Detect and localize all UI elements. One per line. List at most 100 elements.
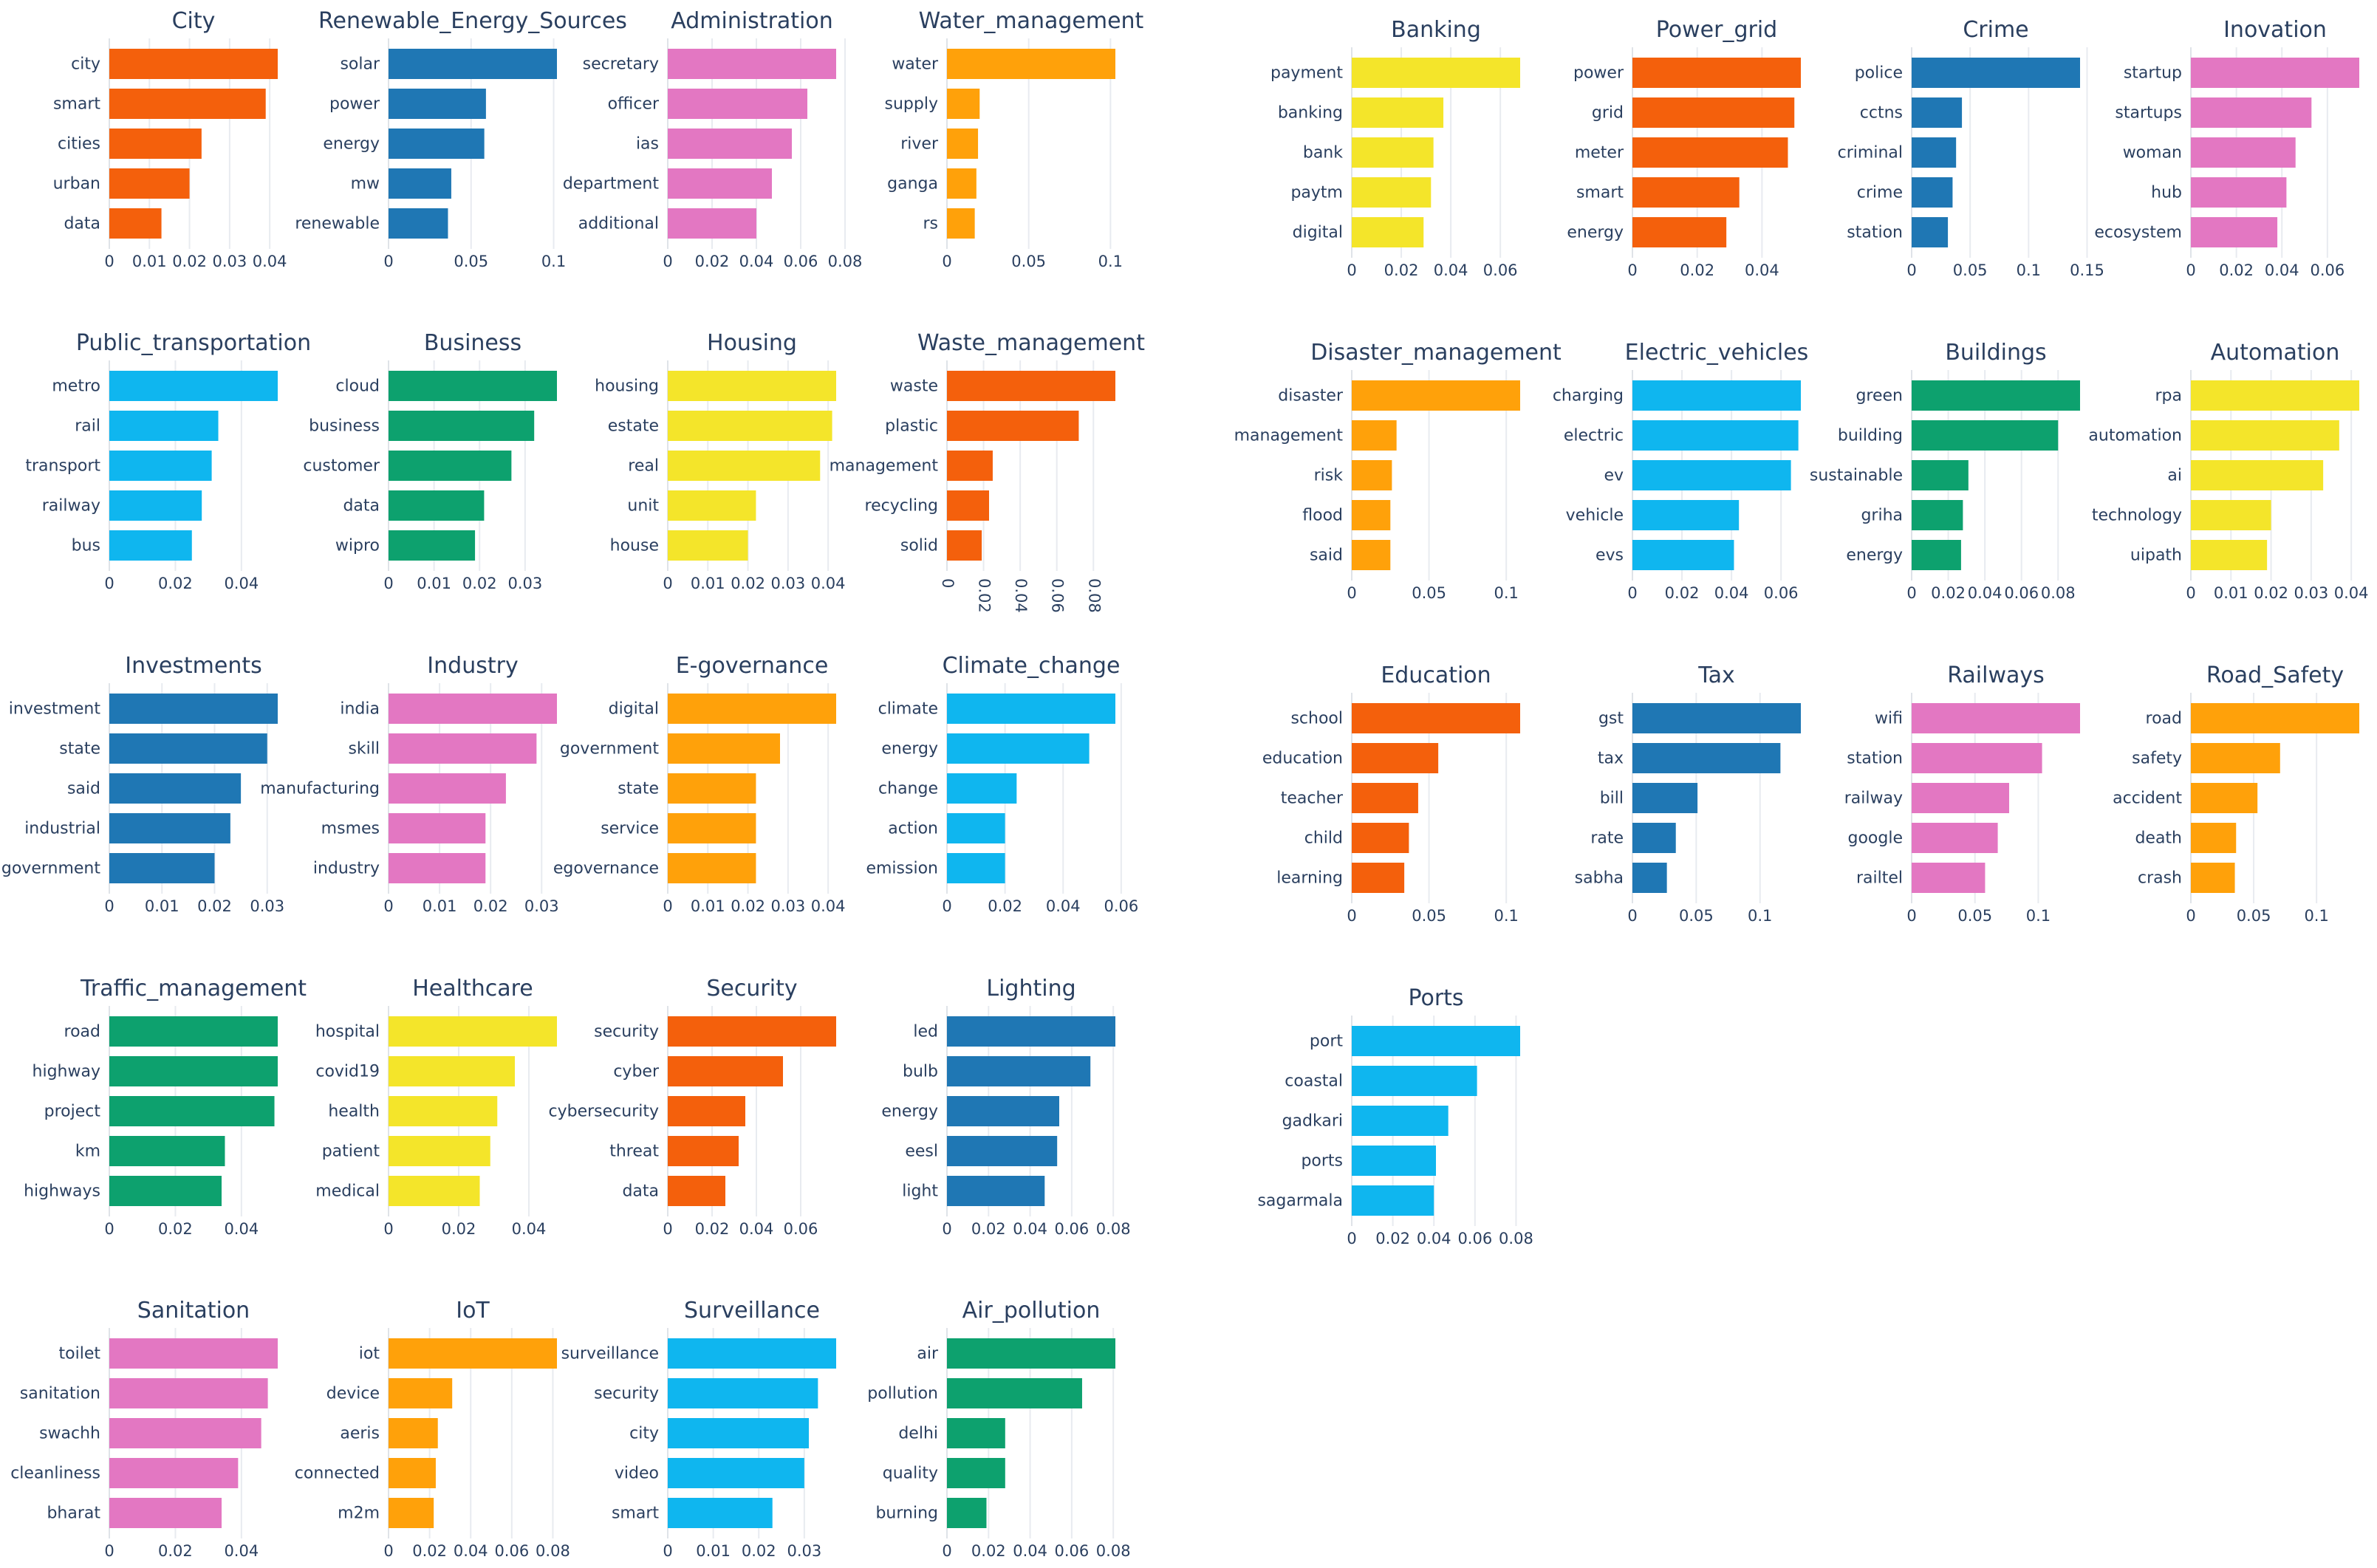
bar-aeris [389, 1418, 438, 1448]
x-tick-label: 0 [383, 253, 393, 270]
category-label: bank [1303, 144, 1343, 162]
category-label: said [1310, 547, 1343, 565]
x-tick-label: 0.08 [828, 253, 863, 270]
category-label: health [328, 1103, 380, 1121]
x-tick-label: 0.1 [2026, 907, 2051, 925]
category-label: evs [1596, 547, 1624, 565]
category-label: climate [878, 700, 938, 719]
panel-housing: Housing housing estate real unit house 0 0.01 0.… [595, 330, 845, 592]
panel-title: IoT [456, 1298, 490, 1324]
x-tick-label: 0.06 [494, 1542, 529, 1560]
bar-security [668, 1378, 818, 1408]
bar-mw [389, 168, 451, 199]
category-label: school [1290, 710, 1343, 728]
category-label: wifi [1875, 710, 1903, 728]
panel-title: Power_grid [1656, 17, 1777, 43]
category-label: ias [636, 135, 659, 154]
bar-sustainable [1912, 460, 1969, 490]
bar-connected [389, 1458, 436, 1488]
x-tick-label: 0.02 [2219, 261, 2254, 279]
category-label: management [830, 457, 939, 476]
category-label: device [326, 1385, 380, 1403]
x-tick-label: 0.08 [2041, 584, 2076, 602]
bar-bank [1352, 137, 1434, 168]
category-label: additional [578, 215, 659, 233]
bar-eesl [947, 1136, 1058, 1166]
category-label: m2m [338, 1504, 380, 1523]
bar-railway [1912, 783, 2009, 813]
category-label: water [892, 55, 939, 74]
category-label: meter [1575, 144, 1624, 162]
x-tick-label: 0 [1906, 907, 1916, 925]
category-label: quality [883, 1465, 938, 1483]
category-label: sustainable [1810, 467, 1903, 485]
bar-grid [1632, 97, 1795, 128]
category-label: google [1848, 829, 1904, 848]
x-tick-label: 0.04 [1417, 1230, 1451, 1247]
x-tick-label: 0 [2186, 584, 2195, 602]
bar-city [109, 49, 278, 79]
category-label: power [329, 95, 380, 114]
bar-tax [1632, 743, 1781, 773]
x-tick-label: 0.04 [1046, 897, 1081, 915]
x-tick-label: 0.05 [1679, 907, 1714, 925]
category-label: egovernance [553, 860, 659, 878]
x-tick-label: 0.01 [423, 897, 457, 915]
panel-title: Lighting [986, 976, 1075, 1002]
category-label: metro [52, 377, 100, 396]
category-label: cybersecurity [549, 1103, 660, 1121]
category-label: management [1234, 427, 1344, 445]
category-label: supply [885, 95, 938, 114]
bar-iot [389, 1338, 557, 1369]
bar-education [1352, 743, 1439, 773]
x-tick-label: 0.04 [739, 1220, 774, 1238]
x-tick-label: 0.02 [988, 897, 1022, 915]
bar-device [389, 1378, 453, 1408]
x-tick-label: 0.02 [197, 897, 232, 915]
x-tick-label: 0.04 [1968, 584, 2003, 602]
bar-quality [947, 1458, 1005, 1488]
bar-skill [389, 733, 537, 764]
category-label: bharat [47, 1504, 100, 1523]
x-tick-label: 0.04 [454, 1542, 488, 1560]
x-tick-label: 0.08 [1499, 1230, 1533, 1247]
x-tick-label: 0.03 [524, 897, 559, 915]
panel-inovation: Inovation startup startups woman hub ecosyste… [2094, 17, 2359, 279]
category-label: industry [313, 860, 380, 878]
panel-title: Renewable_Energy_Sources [318, 8, 627, 34]
bar-cities [109, 129, 202, 159]
bar-led [947, 1016, 1115, 1047]
panel-title: Buildings [1945, 340, 2046, 366]
category-label: sanitation [20, 1385, 100, 1403]
category-label: cctns [1860, 104, 1903, 123]
bar-technology [2191, 500, 2271, 530]
category-label: government [1, 860, 100, 878]
x-tick-label: 0 [383, 897, 393, 915]
bar-smart [109, 89, 266, 119]
category-label: estate [608, 417, 659, 436]
bar-digital [668, 694, 836, 724]
bar-data [389, 490, 485, 521]
bar-city [668, 1418, 810, 1448]
bar-action [947, 813, 1005, 843]
bar-manufacturing [389, 773, 506, 804]
category-label: project [44, 1103, 101, 1121]
category-label: manufacturing [260, 780, 380, 798]
bar-business [389, 411, 535, 441]
bar-highway [109, 1056, 278, 1086]
panel-title: Healthcare [412, 976, 533, 1002]
category-label: road [2146, 710, 2182, 728]
bar-burning [947, 1498, 987, 1528]
category-label: accident [2113, 790, 2182, 808]
bar-ev [1632, 460, 1791, 490]
bar-solid [947, 530, 982, 561]
bar-ganga [947, 168, 977, 199]
category-label: digital [1293, 224, 1343, 242]
panel-education: Education school education teacher child lear… [1262, 663, 1520, 925]
x-tick-label: 0 [1347, 261, 1356, 279]
x-tick-label: 0.06 [784, 1220, 818, 1238]
